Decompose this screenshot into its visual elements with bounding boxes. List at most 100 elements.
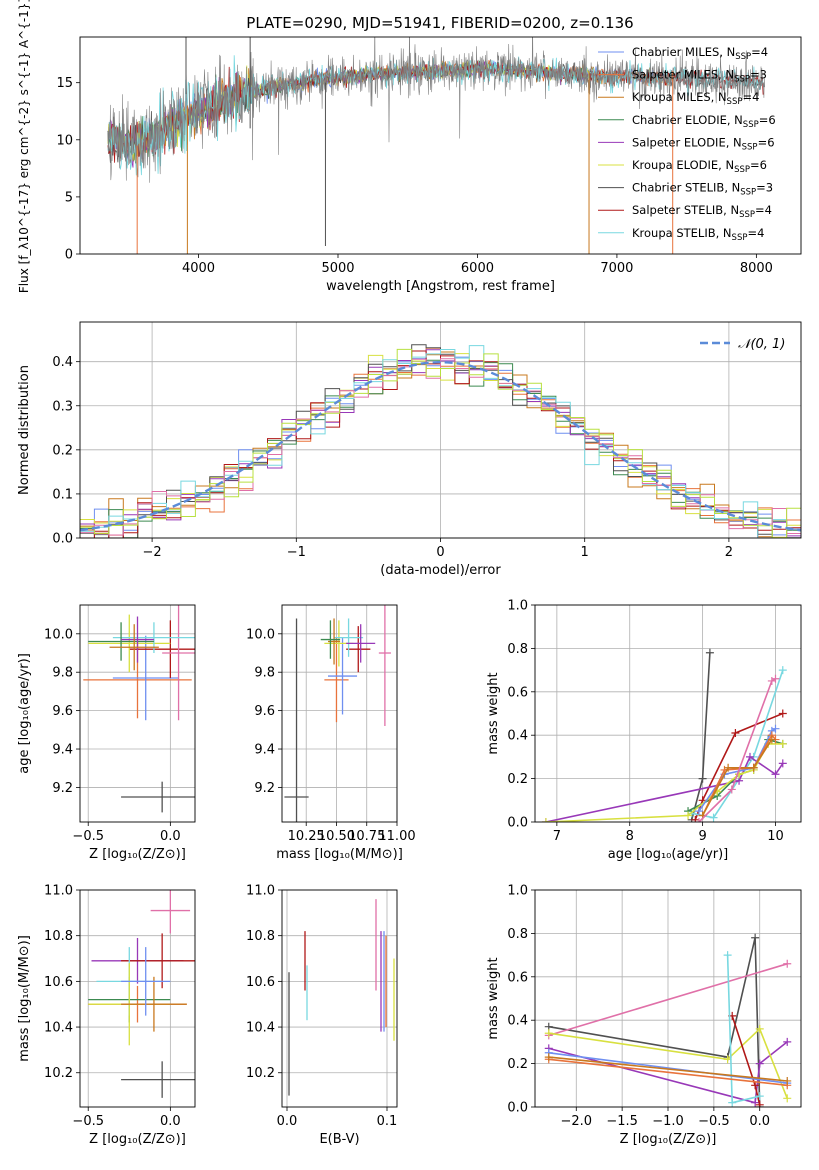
marker-plus bbox=[728, 1098, 737, 1107]
axes-frame bbox=[79, 36, 802, 255]
legend-entry: Salpeter STELIB, NSSP=4 bbox=[632, 203, 772, 220]
marker-plus bbox=[783, 1076, 792, 1085]
y-tick-label: 1.0 bbox=[507, 599, 528, 614]
x-tick-label: 5000 bbox=[321, 261, 354, 276]
legend-entry: Salpeter ELODIE, NSSP=6 bbox=[632, 135, 775, 152]
legend-entry: Kroupa ELODIE, NSSP=6 bbox=[632, 158, 767, 175]
marker-plus bbox=[698, 774, 707, 783]
mass-weight-series bbox=[690, 652, 711, 821]
mass-weight-series bbox=[548, 1058, 788, 1087]
y-tick-label: 0.1 bbox=[52, 487, 73, 502]
y-tick-label: 11.0 bbox=[246, 884, 275, 899]
y-tick-label: 0.2 bbox=[52, 443, 73, 458]
axes-frame bbox=[534, 604, 802, 823]
x-tick-label: −1.0 bbox=[652, 1114, 684, 1129]
axes-frame bbox=[79, 321, 802, 539]
x-tick-label: 10.25 bbox=[288, 829, 325, 844]
error-bar-point bbox=[121, 616, 154, 663]
y-axis-label: mass weight bbox=[486, 957, 501, 1039]
panel-spectrum: 4000 5000 6000 7000 8000 0 5 10 15 wavelength [An… bbox=[17, 0, 802, 294]
marker-plus bbox=[783, 959, 792, 968]
y-tick-label: 0.4 bbox=[507, 1014, 528, 1029]
marker-plus bbox=[724, 763, 733, 772]
plot-area bbox=[288, 899, 395, 1096]
histogram-step bbox=[80, 348, 801, 538]
error-bar-point bbox=[162, 605, 195, 721]
axes-frame bbox=[534, 889, 802, 1108]
x-tick-label: 4000 bbox=[182, 261, 215, 276]
axes-frame bbox=[79, 604, 196, 823]
marker-plus bbox=[723, 951, 732, 960]
axes-frame bbox=[281, 604, 398, 823]
x-tick-label: 0.1 bbox=[377, 1114, 398, 1129]
x-tick-label: −0.5 bbox=[698, 1114, 730, 1129]
y-tick-label: 0.0 bbox=[507, 816, 528, 831]
axes-frame bbox=[281, 889, 398, 1108]
marker-plus bbox=[705, 648, 714, 657]
x-tick-label: 0.0 bbox=[160, 1114, 181, 1129]
plot-area bbox=[544, 933, 792, 1107]
y-axis-label: Normed distribution bbox=[17, 365, 32, 495]
marker-plus bbox=[767, 735, 776, 744]
y-tick-label: 10.8 bbox=[246, 929, 275, 944]
y-tick-label: 10 bbox=[56, 133, 73, 148]
y-tick-label: 0.8 bbox=[507, 642, 528, 657]
error-bar-point bbox=[121, 1061, 195, 1098]
marker-plus bbox=[541, 818, 550, 822]
marker-plus bbox=[694, 818, 703, 822]
marker-plus bbox=[751, 1081, 760, 1090]
error-bar-point bbox=[112, 635, 179, 721]
plot-area bbox=[88, 890, 195, 1098]
legend-entry: Kroupa STELIB, NSSP=4 bbox=[632, 226, 764, 243]
mass-weight-series bbox=[701, 739, 773, 816]
mass-weight-series bbox=[731, 1015, 761, 1105]
marker-plus bbox=[694, 807, 703, 816]
figure-title: PLATE=0290, MJD=51941, FIBERID=0200, z=0… bbox=[246, 14, 633, 32]
x-axis-label: Z [log₁₀(Z/Z⊙)] bbox=[89, 847, 186, 862]
x-tick-label: −0.5 bbox=[72, 829, 104, 844]
marker-plus bbox=[755, 1100, 764, 1107]
y-tick-label: 10.2 bbox=[44, 1066, 73, 1081]
legend-entry: 𝒩(0, 1) bbox=[738, 337, 785, 352]
error-bar-point bbox=[121, 933, 195, 989]
marker-plus bbox=[783, 1037, 792, 1046]
mass-weight-series bbox=[548, 1052, 788, 1084]
plot-area bbox=[80, 344, 801, 538]
marker-plus bbox=[684, 811, 693, 820]
x-tick-label: 8000 bbox=[740, 261, 773, 276]
y-tick-label: 15 bbox=[56, 76, 73, 91]
marker-plus bbox=[727, 785, 736, 794]
marker-plus bbox=[771, 770, 780, 779]
error-bar-point bbox=[284, 618, 309, 822]
error-bar-point bbox=[121, 976, 187, 1032]
error-bar-point bbox=[109, 624, 159, 671]
y-tick-label: 9.8 bbox=[52, 666, 73, 681]
marker-plus bbox=[755, 1092, 764, 1101]
error-bar-point bbox=[346, 626, 371, 673]
legend-entry: Chabrier MILES, NSSP=4 bbox=[632, 45, 768, 62]
x-tick-label: 0.0 bbox=[277, 1114, 298, 1129]
y-tick-label: 10.0 bbox=[246, 627, 275, 642]
y-axis-label: mass weight bbox=[486, 672, 501, 754]
marker-plus bbox=[778, 666, 787, 675]
panel-z_age: −0.5 0.0 9.2 9.4 9.6 9.8 10.0 Z [log₁₀(Z/Z⊙)] ag… bbox=[17, 604, 196, 862]
legend-entry: Chabrier ELODIE, NSSP=6 bbox=[632, 113, 776, 130]
y-tick-label: 0.4 bbox=[507, 729, 528, 744]
marker-plus bbox=[755, 1059, 764, 1068]
marker-plus bbox=[771, 674, 780, 683]
legend-entry: Chabrier STELIB, NSSP=3 bbox=[632, 181, 773, 198]
y-axis-label: age [log₁₀(age/yr)] bbox=[17, 653, 32, 774]
y-axis-label: mass [log₁₀(M/M⊙)] bbox=[17, 935, 32, 1062]
error-bar-point bbox=[112, 622, 195, 654]
y-tick-label: 10.8 bbox=[44, 929, 73, 944]
x-tick-label: 11.00 bbox=[378, 829, 415, 844]
error-bar-point bbox=[121, 947, 171, 1016]
legend-entry: Kroupa MILES, NSSP=4 bbox=[632, 90, 759, 107]
x-tick-label: 8 bbox=[626, 829, 634, 844]
plot-area bbox=[83, 605, 195, 813]
y-tick-label: 0.2 bbox=[507, 772, 528, 787]
marker-plus bbox=[751, 933, 760, 942]
plot-area bbox=[284, 605, 391, 822]
y-tick-label: 0.4 bbox=[52, 355, 73, 370]
